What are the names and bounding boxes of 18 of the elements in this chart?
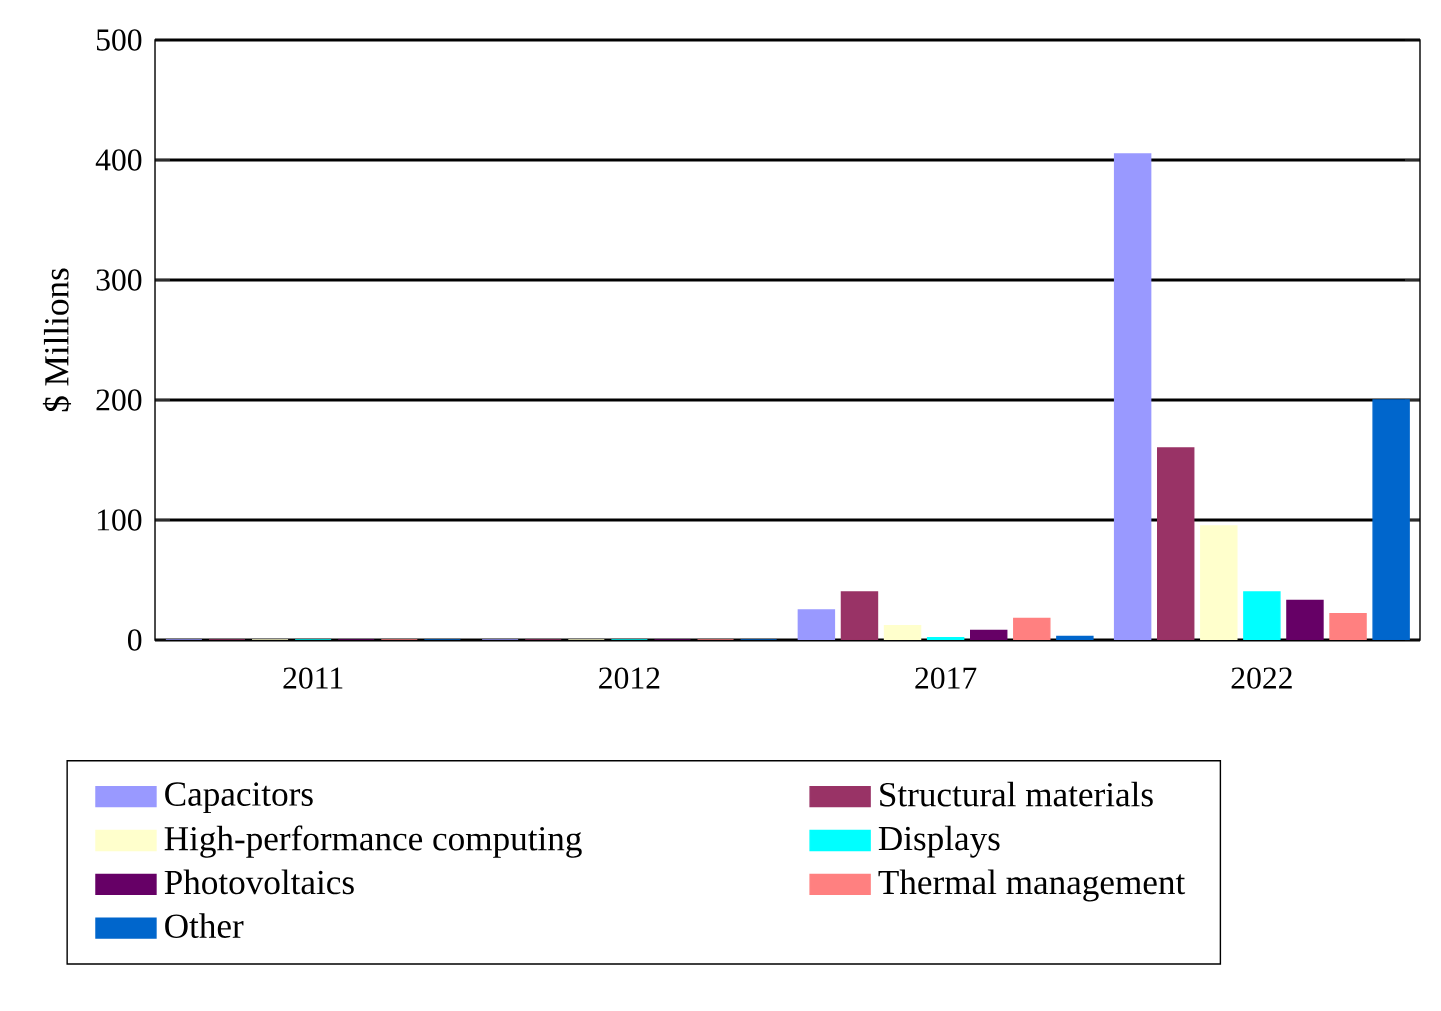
x-tick-label: 2022 bbox=[1231, 667, 1292, 689]
legend-label: Structural materials bbox=[880, 781, 1153, 807]
legend-label: High-performance computing bbox=[164, 825, 582, 858]
legend-label: Thermal management bbox=[878, 869, 1186, 902]
y-tick-label: 300 bbox=[96, 269, 142, 291]
legend-label: Capacitors bbox=[165, 782, 313, 814]
legend-label: Photovoltaics bbox=[164, 869, 354, 895]
y-tick-label: 200 bbox=[96, 389, 142, 411]
x-tick-label: 2012 bbox=[599, 667, 660, 689]
y-axis-title: $ Millions bbox=[42, 268, 72, 412]
y-tick-label: 100 bbox=[97, 509, 142, 531]
legend-label: Displays bbox=[878, 825, 1000, 858]
x-tick-label: 2011 bbox=[283, 667, 343, 689]
x-tick-label: 2017 bbox=[915, 667, 977, 689]
y-tick-label: 0 bbox=[127, 629, 142, 651]
y-tick-label: 500 bbox=[96, 29, 142, 51]
legend-label: Other bbox=[165, 913, 244, 938]
y-tick-label: 400 bbox=[95, 149, 142, 171]
